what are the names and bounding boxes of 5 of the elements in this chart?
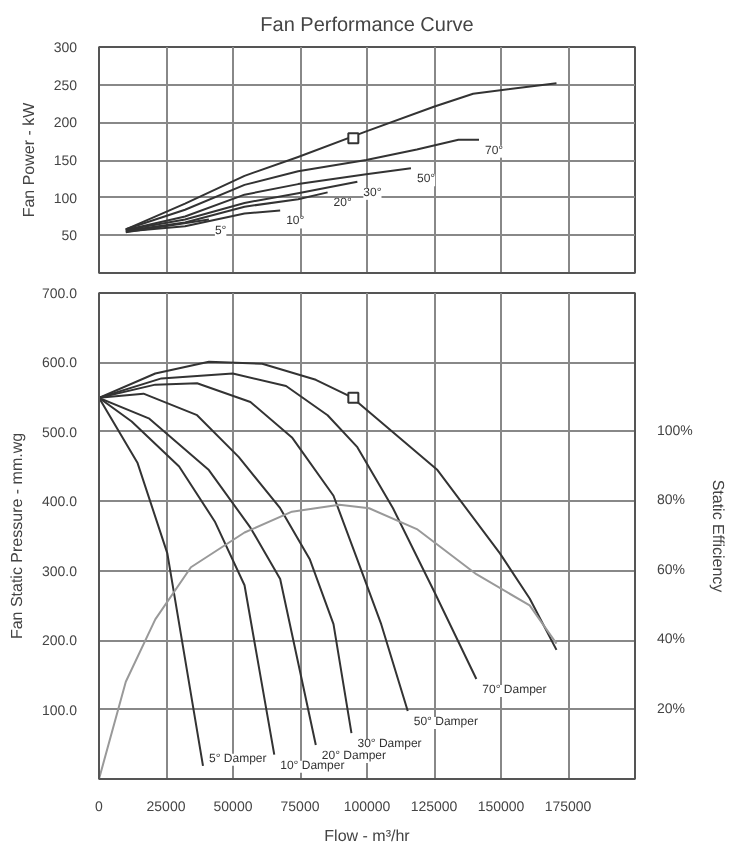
y2-axis-title: Static Efficiency	[708, 479, 727, 593]
y-axis-title: Fan Static Pressure - mm.wg	[7, 432, 26, 640]
x-axis-title: Flow - m³/hr	[324, 827, 411, 845]
y-axis-title: Fan Power - kW	[19, 101, 38, 218]
chart-title: Fan Performance Curve	[260, 15, 475, 37]
